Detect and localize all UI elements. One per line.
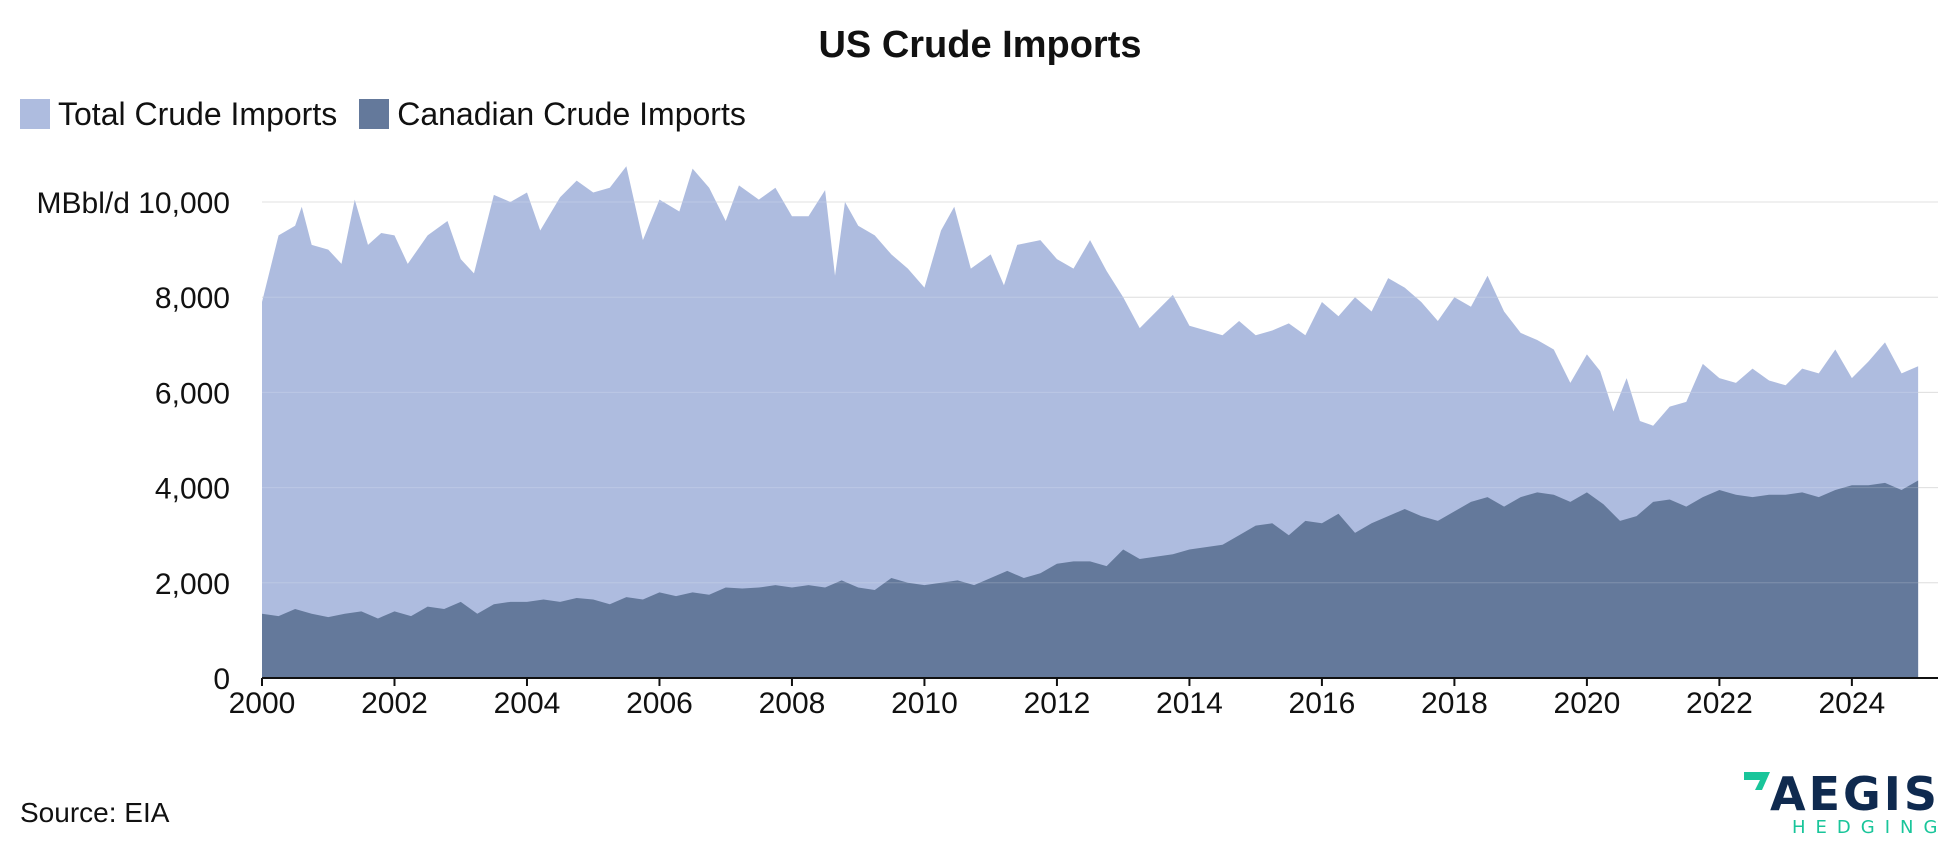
legend-item-canadian: Canadian Crude Imports <box>359 94 746 134</box>
x-tick-label: 2002 <box>361 687 428 720</box>
y-tick-label: 4,000 <box>155 473 230 506</box>
x-tick-label: 2010 <box>891 687 958 720</box>
aegis-logo: AEGIS HEDGING <box>1740 768 1940 838</box>
x-tick-label: 2012 <box>1024 687 1091 720</box>
x-tick-label: 2020 <box>1554 687 1621 720</box>
legend-item-total: Total Crude Imports <box>20 94 337 134</box>
y-tick-label: 6,000 <box>155 377 230 410</box>
legend-swatch-canadian <box>359 99 390 129</box>
chart-title: US Crude Imports <box>818 24 1142 66</box>
x-tick-label: 2016 <box>1289 687 1356 720</box>
logo-subtitle: HEDGING <box>1792 817 1948 838</box>
x-tick-label: 2022 <box>1686 687 1753 720</box>
source-note: Source: EIA <box>20 797 170 828</box>
y-tick-label: 2,000 <box>155 568 230 601</box>
x-tick-label: 2000 <box>229 687 296 720</box>
y-tick-label: MBbl/d 10,000 <box>37 187 230 220</box>
y-tick-label: 0 <box>213 663 230 696</box>
legend-swatch-total <box>20 99 50 129</box>
logo-mark-icon <box>1744 772 1770 790</box>
logo-wordmark: AEGIS <box>1769 767 1940 821</box>
y-tick-label: 8,000 <box>155 282 230 315</box>
legend-label-total: Total Crude Imports <box>58 96 338 132</box>
x-tick-label: 2024 <box>1819 687 1886 720</box>
x-tick-label: 2006 <box>626 687 693 720</box>
legend: Total Crude Imports Canadian Crude Impor… <box>20 94 768 134</box>
x-tick-label: 2014 <box>1156 687 1223 720</box>
series-area-canadian <box>262 480 1919 678</box>
x-tick-label: 2008 <box>759 687 826 720</box>
legend-label-canadian: Canadian Crude Imports <box>397 96 746 132</box>
x-tick-label: 2004 <box>494 687 561 720</box>
x-tick-label: 2018 <box>1421 687 1488 720</box>
